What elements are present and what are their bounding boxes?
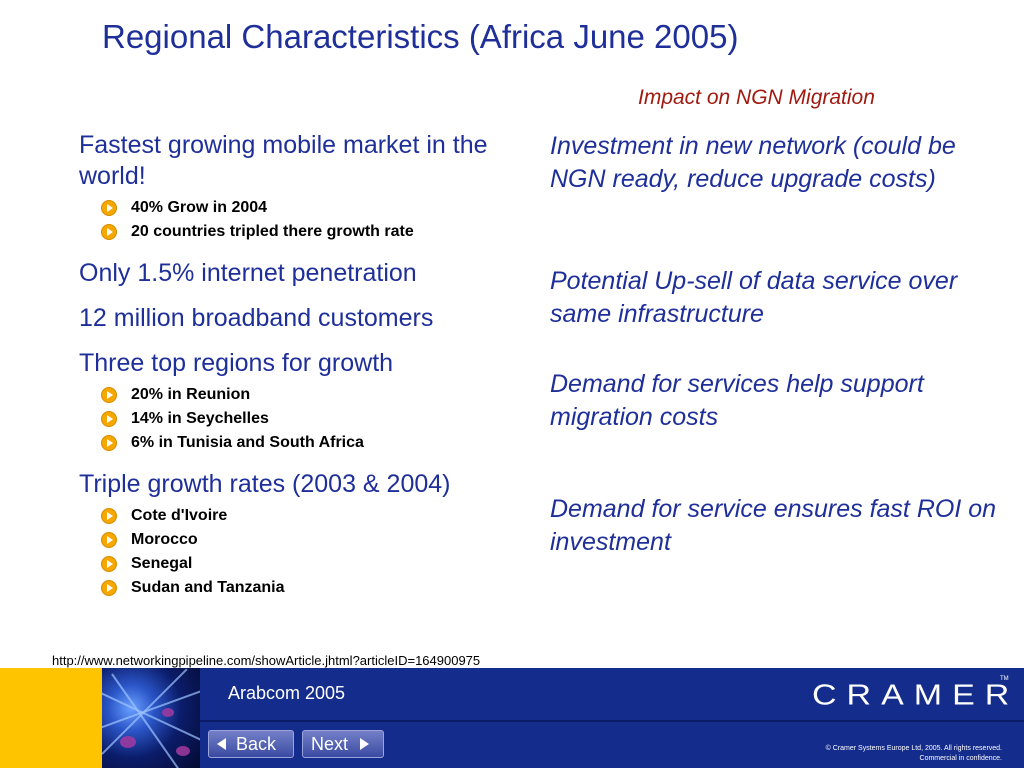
sub-item-text: Cote d'Ivoire (131, 507, 228, 524)
sub-item: Sudan and Tanzania (101, 576, 519, 600)
bullet-icon (101, 532, 117, 548)
right-column-heading: Impact on NGN Migration (638, 86, 875, 109)
arrow-right-icon (360, 738, 370, 750)
source-link[interactable]: http://www.networkingpipeline.com/showAr… (52, 653, 481, 668)
bullet-icon (101, 435, 117, 451)
left-point: Three top regions for growth (79, 349, 394, 377)
sub-list: 20% in Reunion 14% in Seychelles 6% in T… (101, 383, 519, 455)
copyright-line: © Cramer Systems Europe Ltd, 2005. All r… (825, 745, 1002, 752)
back-button-label: Back (236, 733, 277, 754)
sub-item: Cote d'Ivoire (101, 504, 519, 528)
left-point: Fastest growing mobile market in the wor… (79, 131, 488, 190)
sub-item-text: Senegal (131, 555, 193, 572)
slide-title: Regional Characteristics (Africa June 20… (102, 18, 739, 55)
sub-item: Senegal (101, 552, 519, 576)
sub-item-text: 6% in Tunisia and South Africa (131, 434, 364, 451)
sub-item-text: Sudan and Tanzania (131, 579, 285, 596)
back-button[interactable]: Back (208, 730, 294, 758)
sub-list: Cote d'Ivoire Morocco Senegal Sudan and … (101, 504, 519, 600)
sub-list: 40% Grow in 2004 20 countries tripled th… (101, 196, 519, 244)
left-point: Triple growth rates (2003 & 2004) (79, 470, 451, 498)
bullet-icon (101, 508, 117, 524)
sub-item: 40% Grow in 2004 (101, 196, 519, 220)
left-point: Only 1.5% internet penetration (79, 259, 417, 287)
cramer-logo: CRAMER (812, 678, 1020, 712)
footer-accent (0, 668, 102, 768)
sub-item: 14% in Seychelles (101, 407, 519, 431)
copyright-notice: © Cramer Systems Europe Ltd, 2005. All r… (826, 744, 1002, 764)
left-column: Fastest growing mobile market in the wor… (79, 130, 519, 614)
footer-divider (200, 720, 1024, 722)
next-button-label: Next (311, 733, 349, 754)
impact-point: Demand for services help support migrati… (550, 370, 924, 431)
sub-item: 20 countries tripled there growth rate (101, 220, 519, 244)
left-point: 12 million broadband customers (79, 304, 434, 332)
impact-point: Potential Up-sell of data service over s… (550, 267, 958, 328)
impact-point: Investment in new network (could be NGN … (550, 132, 956, 193)
bullet-icon (101, 580, 117, 596)
sub-item: 6% in Tunisia and South Africa (101, 431, 519, 455)
sub-item-text: 20 countries tripled there growth rate (131, 223, 414, 240)
sub-item-text: 20% in Reunion (131, 386, 251, 403)
conference-name: Arabcom 2005 (228, 683, 346, 703)
arrow-left-icon (217, 738, 226, 750)
sub-item: Morocco (101, 528, 519, 552)
next-button[interactable]: Next (302, 730, 384, 758)
trademark-mark: TM (1000, 676, 1009, 682)
bullet-icon (101, 224, 117, 240)
bullet-icon (101, 556, 117, 572)
bullet-icon (101, 411, 117, 427)
confidentiality-line: Commercial in confidence. (919, 755, 1002, 762)
sub-item-text: Morocco (131, 531, 198, 548)
bullet-icon (101, 387, 117, 403)
fiber-optic-image (102, 668, 200, 768)
sub-item-text: 40% Grow in 2004 (131, 199, 268, 216)
bullet-icon (101, 200, 117, 216)
sub-item-text: 14% in Seychelles (131, 410, 269, 427)
footer-bar: Arabcom 2005 CRAMER TM Back Next © Crame… (0, 668, 1024, 768)
sub-item: 20% in Reunion (101, 383, 519, 407)
impact-point: Demand for service ensures fast ROI on i… (550, 495, 997, 556)
